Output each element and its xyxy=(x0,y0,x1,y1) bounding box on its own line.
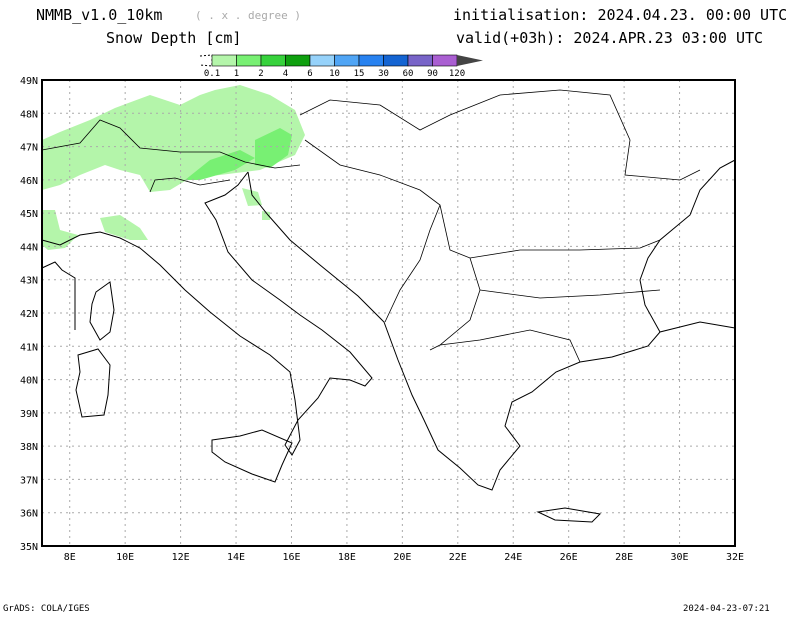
lat-tick-label: 35N xyxy=(20,542,38,553)
lat-tick-label: 45N xyxy=(20,209,38,220)
legend-tick-label: 15 xyxy=(354,69,365,79)
lat-tick-label: 47N xyxy=(20,143,38,154)
coastline xyxy=(75,348,111,418)
legend-tick-label: 30 xyxy=(378,69,389,79)
lat-tick-label: 41N xyxy=(20,342,38,353)
country-border xyxy=(304,139,661,259)
lon-tick-label: 8E xyxy=(64,552,76,563)
lon-tick-label: 26E xyxy=(560,552,578,563)
country-border xyxy=(299,89,701,181)
snow-area-0.1-1cm xyxy=(42,210,78,250)
lon-tick-label: 12E xyxy=(172,552,190,563)
snow-area-1-2cm xyxy=(185,150,255,180)
lon-tick-label: 24E xyxy=(504,552,522,563)
color-legend: 0.1 1 2 4 6 10 15 30 60 90 120 xyxy=(199,54,483,79)
coastline xyxy=(41,261,76,330)
lat-tick-label: 36N xyxy=(20,509,38,520)
country-border xyxy=(41,119,301,169)
lat-tick-label: 48N xyxy=(20,109,38,120)
model-name: NMMB_v1.0_10km xyxy=(36,6,163,24)
country-border xyxy=(429,257,481,351)
country-border xyxy=(439,329,581,363)
lon-tick-label: 10E xyxy=(116,552,134,563)
coastline xyxy=(536,507,602,523)
legend-over-arrow xyxy=(457,55,483,66)
legend-tick-label: 6 xyxy=(307,69,312,79)
projection-label: ( . x . degree ) xyxy=(195,9,301,22)
country-border xyxy=(149,177,231,193)
coastline xyxy=(211,429,293,483)
footer-credit: GrADS: COLA/IGES xyxy=(3,604,90,614)
lon-tick-label: 20E xyxy=(393,552,411,563)
lat-tick-label: 43N xyxy=(20,276,38,287)
coastline xyxy=(89,281,115,341)
lat-tick-label: 44N xyxy=(20,242,38,253)
lon-tick-label: 22E xyxy=(449,552,467,563)
coastline xyxy=(247,171,736,491)
init-time: initialisation: 2024.04.23. 00:00 UTC xyxy=(453,6,788,24)
legend-tick-label: 120 xyxy=(449,69,465,79)
lat-tick-label: 39N xyxy=(20,409,38,420)
lon-tick-label: 14E xyxy=(227,552,245,563)
legend-tick-label: 90 xyxy=(427,69,438,79)
country-border xyxy=(479,289,661,299)
coastline xyxy=(41,171,373,456)
lat-tick-label: 40N xyxy=(20,376,38,387)
plot-frame xyxy=(41,79,736,547)
valid-time: valid(+03h): 2024.APR.23 03:00 UTC xyxy=(456,29,764,47)
lon-tick-label: 28E xyxy=(615,552,633,563)
lon-tick-label: 30E xyxy=(671,552,689,563)
lat-tick-label: 37N xyxy=(20,475,38,486)
snow-area-1-2cm xyxy=(255,128,292,168)
legend-tick-label: 1 xyxy=(234,69,239,79)
country-border xyxy=(384,204,441,323)
legend-tick-label: 0.1 xyxy=(204,69,220,79)
lat-tick-label: 49N xyxy=(20,76,38,87)
snow-area-0.1-1cm xyxy=(100,215,148,240)
lat-tick-label: 38N xyxy=(20,442,38,453)
variable-title: Snow Depth [cm] xyxy=(106,29,242,47)
lon-tick-label: 18E xyxy=(338,552,356,563)
lon-tick-label: 16E xyxy=(282,552,300,563)
lon-tick-label: 32E xyxy=(726,552,744,563)
lat-tick-label: 42N xyxy=(20,309,38,320)
lat-tick-label: 46N xyxy=(20,176,38,187)
legend-tick-label: 2 xyxy=(258,69,263,79)
legend-tick-label: 4 xyxy=(283,69,288,79)
legend-tick-label: 10 xyxy=(329,69,340,79)
legend-tick-label: 60 xyxy=(403,69,414,79)
footer-timestamp: 2024-04-23-07:21 xyxy=(683,604,770,614)
